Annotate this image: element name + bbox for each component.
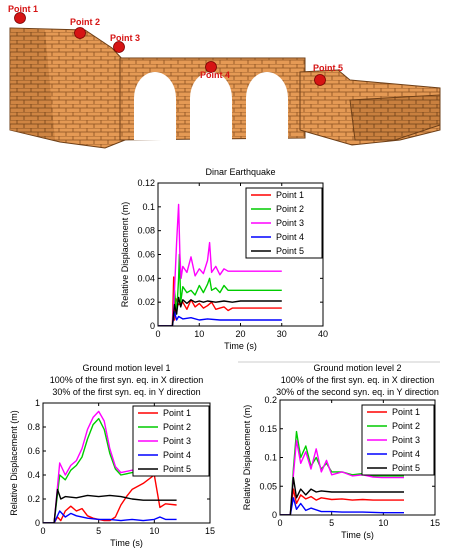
arch-1: [134, 72, 176, 140]
chart-title-line: Ground motion level 1: [82, 363, 170, 373]
series-line-point-2: [158, 253, 282, 326]
y-tick-label: 0: [35, 518, 40, 528]
legend-entry: Point 3: [392, 435, 420, 445]
legend-entry: Point 5: [392, 463, 420, 473]
y-tick-label: 0.12: [137, 178, 155, 188]
legend: Point 1 Point 2 Point 3 Point 4 Point 5: [245, 187, 323, 259]
point-marker-label-4: Point 4: [200, 70, 230, 80]
legend-entry: Point 2: [276, 204, 304, 214]
point-markers: Point 1 Point 2 Point 3 Point 4 Point 5: [8, 4, 343, 86]
arch-2: [190, 72, 232, 140]
y-axis-label: Relative Displacement (m): [242, 405, 252, 511]
x-tick-label: 0: [277, 518, 282, 528]
y-tick-label: 1: [35, 398, 40, 408]
legend: Point 1 Point 2 Point 3 Point 4 Point 5: [361, 404, 435, 476]
legend-entry: Point 3: [276, 218, 304, 228]
x-tick-label: 10: [194, 329, 204, 339]
arch-3: [246, 72, 288, 140]
point-marker-label-2: Point 2: [70, 17, 100, 27]
point-marker-2: [74, 27, 86, 39]
legend-entry: Point 1: [163, 408, 191, 418]
chart-2: Ground motion level 1 100% of the first s…: [9, 363, 215, 548]
legend-entry: Point 4: [392, 449, 420, 459]
series-line-point-5: [280, 476, 404, 515]
masonry-structure-illustration: [9, 27, 441, 149]
y-tick-label: 0.06: [137, 250, 155, 260]
x-tick-label: 5: [329, 518, 334, 528]
point-marker-3: [113, 41, 125, 53]
chart-title-line: 100% of the first syn. eq. in X directio…: [50, 375, 204, 385]
point-marker-label-3: Point 3: [110, 33, 140, 43]
y-axis-label: Relative Displacement (m): [9, 410, 19, 516]
chart-3: Ground motion level 2 100% of the first s…: [242, 363, 440, 540]
y-tick-label: 0.6: [27, 446, 40, 456]
legend-entry: Point 5: [163, 464, 191, 474]
y-tick-label: 0.02: [137, 297, 155, 307]
legend-entry: Point 4: [276, 232, 304, 242]
legend-entry: Point 1: [392, 407, 420, 417]
chart-title-line: 30% of the second syn. eq. in Y directio…: [276, 387, 439, 397]
series-line-point-5: [43, 488, 177, 523]
legend: Point 1 Point 2 Point 3 Point 4 Point 5: [132, 405, 210, 477]
x-tick-label: 10: [378, 518, 388, 528]
y-tick-label: 0.4: [27, 470, 40, 480]
x-tick-label: 0: [40, 526, 45, 536]
series-group: [280, 430, 404, 515]
chart-title-line: 30% of the first syn. eq. in Y direction: [52, 387, 200, 397]
legend-entry: Point 4: [163, 450, 191, 460]
right-ring: [349, 94, 441, 141]
y-tick-label: 0.2: [27, 494, 40, 504]
x-tick-label: 5: [96, 526, 101, 536]
legend-entry: Point 2: [163, 422, 191, 432]
y-tick-label: 0.1: [142, 202, 155, 212]
x-tick-label: 15: [430, 518, 440, 528]
y-tick-label: 0.1: [264, 453, 277, 463]
y-tick-label: 0: [272, 510, 277, 520]
x-tick-label: 40: [318, 329, 328, 339]
x-axis-label: Time (s): [110, 538, 143, 548]
x-tick-label: 0: [155, 329, 160, 339]
series-line-point-3: [280, 439, 404, 515]
chart-title-line: 100% of the first syn. eq. in X directio…: [281, 375, 435, 385]
y-tick-label: 0.05: [259, 481, 277, 491]
legend-entry: Point 1: [276, 190, 304, 200]
series-line-point-1: [280, 488, 404, 515]
series-line-point-4: [280, 497, 404, 515]
x-tick-label: 20: [235, 329, 245, 339]
point-marker-4: [205, 61, 217, 73]
chart-1: Dinar Earthquake 0 10 20 30 40 0 0.02 0.04 0.06 0.…: [120, 167, 328, 351]
chart-title-line: Ground motion level 2: [313, 363, 401, 373]
x-tick-label: 15: [205, 526, 215, 536]
legend-entry: Point 2: [392, 421, 420, 431]
point-marker-5: [314, 74, 326, 86]
point-marker-label-1: Point 1: [8, 4, 38, 14]
point-marker-label-5: Point 5: [313, 63, 343, 73]
chart-title-line: Dinar Earthquake: [205, 167, 275, 177]
series-line-point-4: [43, 510, 177, 523]
x-tick-label: 30: [277, 329, 287, 339]
y-tick-label: 0.8: [27, 422, 40, 432]
y-axis-label: Relative Displacement (m): [120, 202, 130, 308]
legend-entry: Point 3: [163, 436, 191, 446]
y-tick-label: 0.15: [259, 424, 277, 434]
series-line-point-5: [158, 296, 282, 326]
y-tick-label: 0.2: [264, 395, 277, 405]
series-group: [158, 203, 282, 326]
legend-entry: Point 5: [276, 246, 304, 256]
y-tick-label: 0.04: [137, 273, 155, 283]
x-axis-label: Time (s): [341, 530, 374, 540]
point-marker-1: [14, 12, 26, 24]
y-tick-label: 0.08: [137, 226, 155, 236]
x-axis-label: Time (s): [224, 341, 257, 351]
x-tick-label: 10: [149, 526, 159, 536]
left-tower-shadow: [10, 28, 55, 140]
y-tick-label: 0: [150, 321, 155, 331]
series-line-point-3: [158, 203, 282, 326]
legend-box: [361, 404, 435, 476]
